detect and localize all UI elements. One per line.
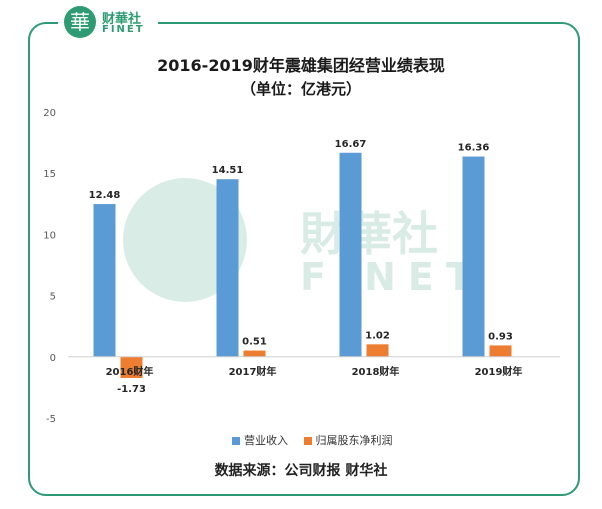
bar-revenue: [462, 156, 485, 357]
legend-swatch-revenue: [232, 437, 240, 445]
legend-swatch-profit: [303, 437, 312, 445]
legend-item-profit: 归属股东净利润: [303, 432, 393, 448]
watermark: 財華社 FINET: [123, 178, 484, 302]
bar-revenue: [93, 204, 116, 357]
x-tick-label: 2017财年: [229, 365, 277, 378]
y-tick-label: 10: [43, 230, 56, 241]
y-tick-label: 20: [43, 108, 56, 119]
finet-logo: 華 财華社 FINET: [58, 4, 158, 42]
x-tick-label: 2019财年: [475, 365, 523, 378]
logo-mark-icon: 華: [64, 6, 96, 38]
watermark-cn: 財華社: [300, 207, 438, 261]
chart-title: 2016-2019财年震雄集团经营业绩表现: [157, 56, 445, 75]
data-label-profit: 0.93: [488, 331, 513, 342]
legend-label-revenue: 营业收入: [244, 434, 288, 447]
y-axis: -5 0 5 10 15 20: [43, 108, 56, 425]
legend: 营业收入 归属股东净利润: [232, 432, 405, 448]
data-label-revenue: 16.67: [335, 139, 367, 150]
logo-cn-text: 财華社: [102, 12, 142, 27]
data-label-revenue: 14.51: [212, 165, 244, 176]
data-label-profit: 1.02: [365, 330, 390, 341]
bar-profit: [243, 350, 266, 357]
data-label-revenue: 12.48: [89, 190, 121, 201]
chart-frame: [28, 22, 580, 496]
watermark-logo-icon: [123, 178, 247, 302]
data-source: 数据来源：公司财报 财华社: [214, 463, 388, 479]
legend-item-revenue: 营业收入: [232, 432, 288, 448]
bars: 12.48 -1.73 14.51 0.51 16.67 1.02 16.36 0.93: [89, 139, 513, 395]
y-tick-label: 15: [43, 169, 56, 180]
bar-revenue: [216, 179, 239, 357]
y-tick-label: 5: [50, 292, 56, 303]
chart-subtitle: （单位：亿港元）: [240, 80, 361, 98]
bar-profit: [120, 356, 143, 378]
x-axis: 2016财年 2017财年 2018财年 2019财年: [68, 356, 560, 378]
x-tick-label: 2018财年: [352, 365, 400, 378]
x-tick-label: 2016财年: [106, 365, 154, 378]
data-label-revenue: 16.36: [458, 143, 490, 154]
y-tick-label: 0: [50, 353, 56, 364]
bar-revenue: [339, 152, 362, 357]
logo-en-text: FINET: [102, 24, 145, 35]
watermark-en: FINET: [300, 255, 484, 299]
bar-profit: [366, 344, 389, 357]
data-label-profit: 0.51: [242, 337, 267, 348]
bar-profit: [489, 345, 512, 357]
legend-label-profit: 归属股东净利润: [315, 434, 393, 447]
y-tick-label: -5: [46, 414, 56, 425]
data-label-profit: -1.73: [117, 384, 146, 395]
